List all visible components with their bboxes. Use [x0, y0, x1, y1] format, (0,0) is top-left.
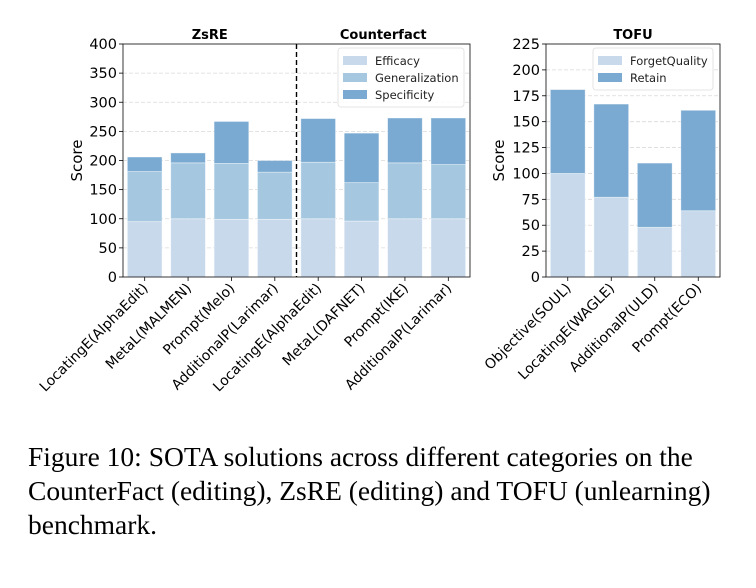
bar-segment-generalization — [126, 171, 163, 223]
y-tick-label: 200 — [89, 154, 117, 170]
bar-segment-efficacy — [387, 218, 423, 278]
chart-editing: LocatingE(AlphaEdit)MetaL(MALMEN)Prompt(… — [37, 28, 471, 395]
bar-segment-retain — [549, 89, 586, 174]
bar-segment-generalization — [387, 162, 423, 220]
y-tick-label: 225 — [512, 37, 540, 53]
y-tick-label: 100 — [89, 212, 117, 228]
y-tick-label: 150 — [89, 183, 117, 199]
legend-label: Efficacy — [375, 54, 420, 68]
legend: ForgetQuality Retain — [592, 47, 714, 91]
legend-swatch — [598, 73, 622, 82]
legend-label: ForgetQuality — [630, 54, 708, 68]
y-axis-label: Score — [490, 139, 508, 181]
y-tick-label: 300 — [89, 95, 117, 111]
legend-swatch — [343, 73, 367, 82]
legend-box — [337, 47, 465, 108]
legend-swatch — [598, 56, 622, 65]
y-tick-label: 350 — [89, 66, 117, 82]
legend-label: Retain — [630, 71, 667, 85]
bar-segment-specificity — [387, 117, 423, 164]
legend-swatch — [343, 90, 367, 99]
bar-segment-efficacy — [170, 218, 206, 278]
bar-segment-specificity — [343, 132, 380, 184]
chart-tofu: Objective(SOUL)LocatingE(WAGLE)Additiona… — [482, 28, 721, 383]
chart-title: TOFU — [613, 28, 652, 43]
bar-segment-efficacy — [126, 221, 163, 278]
legend-label: Specificity — [375, 88, 434, 102]
y-tick-label: 250 — [89, 124, 117, 140]
bar-segment-generalization — [300, 161, 336, 220]
y-tick-label: 100 — [512, 166, 540, 182]
legend-swatch — [343, 56, 367, 65]
y-tick-label: 75 — [522, 192, 540, 208]
bar-segment-generalization — [343, 182, 380, 222]
figure-caption: Figure 10: SOTA solutions across differe… — [28, 441, 711, 540]
bar-segment-forgetquality — [549, 173, 586, 278]
bar-segment-forgetquality — [593, 196, 630, 278]
section-title: Counterfact — [340, 28, 427, 43]
y-tick-label: 50 — [99, 241, 117, 257]
bar-segment-efficacy — [300, 218, 336, 278]
y-tick-label: 0 — [108, 270, 117, 286]
y-axis-label: Score — [68, 139, 86, 181]
bar-segment-efficacy — [213, 218, 250, 278]
bar-segment-specificity — [300, 118, 336, 163]
bar-segment-retain — [636, 162, 673, 228]
bar-segment-specificity — [430, 117, 467, 165]
legend-label: Generalization — [375, 71, 459, 85]
y-tick-label: 200 — [512, 63, 540, 79]
bar-segment-retain — [593, 103, 630, 198]
bar-segment-efficacy — [430, 218, 467, 278]
y-tick-label: 50 — [522, 218, 540, 234]
plot-frame — [545, 43, 721, 278]
y-tick-label: 400 — [89, 37, 117, 53]
figure-canvas: LocatingE(AlphaEdit)MetaL(MALMEN)Prompt(… — [37, 28, 721, 395]
legend-box — [592, 47, 714, 91]
bar-segment-specificity — [126, 156, 163, 172]
bar-segment-specificity — [213, 121, 250, 164]
bar-segment-efficacy — [257, 218, 293, 278]
bar-segment-forgetquality — [636, 226, 673, 278]
bar-segment-efficacy — [343, 220, 380, 278]
y-tick-label: 175 — [512, 89, 540, 105]
bar-segment-generalization — [257, 171, 293, 220]
bar-segment-forgetquality — [680, 210, 717, 278]
bar-segment-generalization — [170, 162, 206, 220]
bar-segment-generalization — [213, 163, 250, 220]
y-tick-label: 125 — [512, 141, 540, 157]
y-tick-label: 25 — [522, 244, 540, 260]
bar-segment-specificity — [257, 160, 293, 173]
bar-segment-retain — [680, 109, 717, 212]
bar-segment-generalization — [430, 164, 467, 220]
legend: Efficacy Generalization Specificity — [337, 47, 465, 108]
y-tick-label: 150 — [512, 115, 540, 131]
section-title: ZsRE — [192, 28, 228, 43]
bar-segment-specificity — [170, 152, 206, 164]
y-tick-label: 0 — [531, 270, 540, 286]
